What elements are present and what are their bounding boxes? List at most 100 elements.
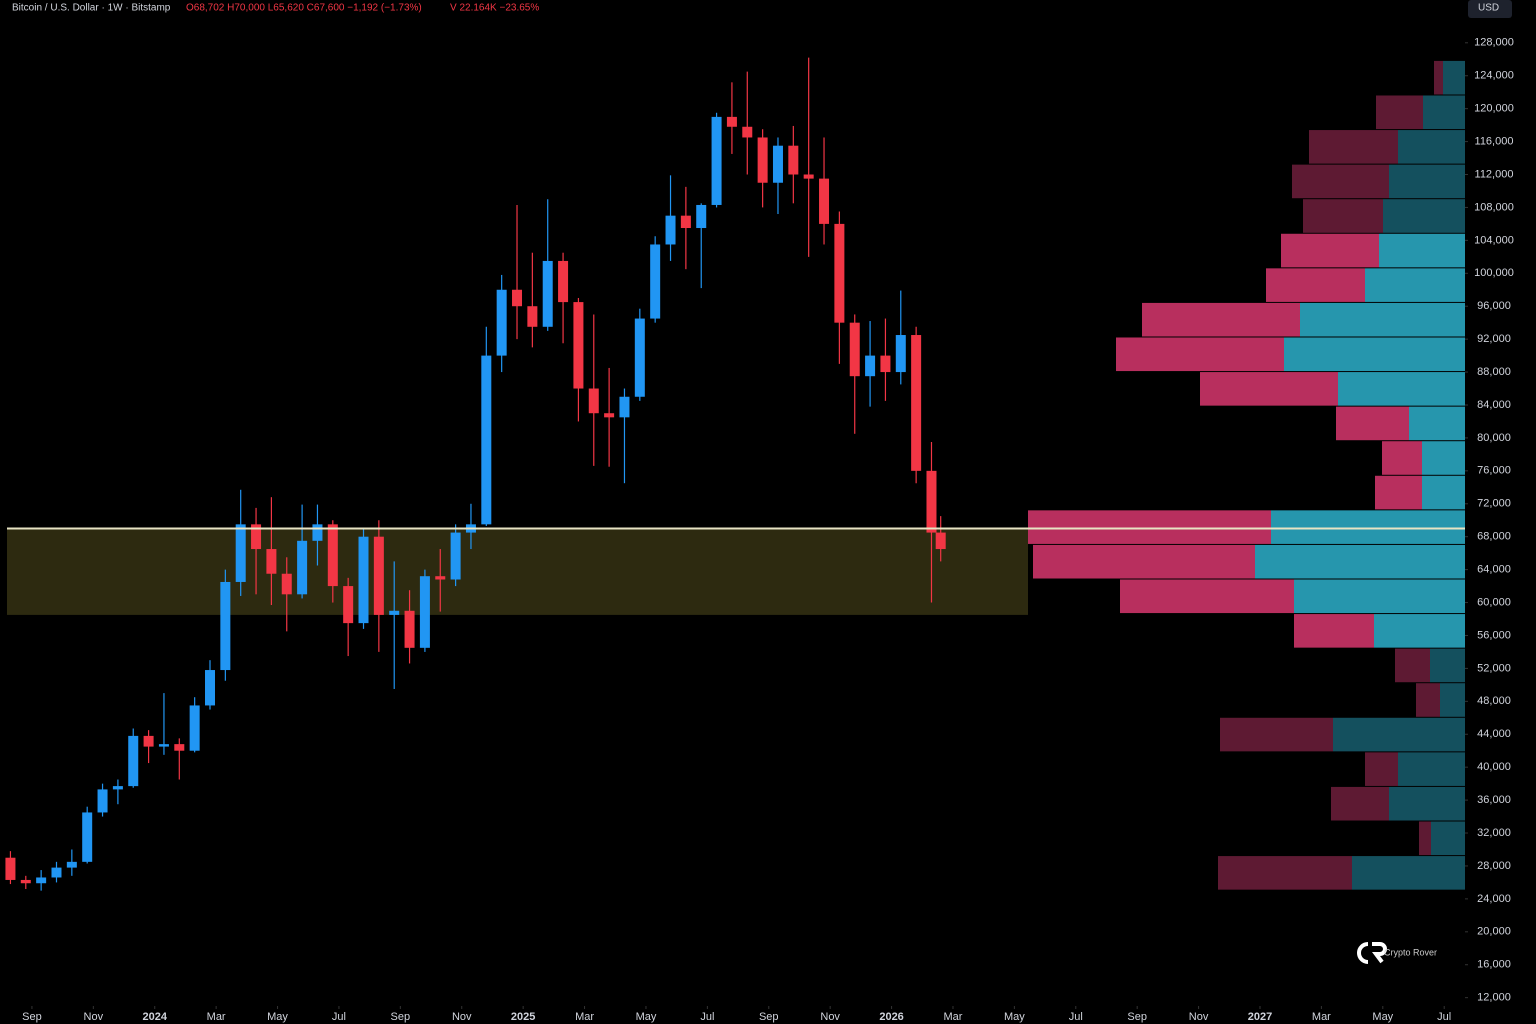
profile-buy-bar	[1398, 130, 1465, 164]
profile-buy-bar	[1255, 544, 1465, 579]
y-tick-label: 72,000	[1477, 498, 1511, 510]
profile-buy-bar	[1379, 233, 1465, 268]
candle-body	[711, 116, 722, 205]
candle-body	[680, 215, 691, 229]
profile-buy-bar	[1352, 856, 1465, 890]
candle-body	[266, 549, 277, 574]
profile-buy-bar	[1422, 441, 1465, 475]
candle-body	[297, 540, 308, 595]
profile-sell-bar	[1419, 821, 1431, 856]
y-tick-label: 80,000	[1477, 432, 1511, 444]
x-tick-label: Nov	[84, 1011, 104, 1023]
candle-body	[542, 260, 553, 327]
x-tick-label: 2025	[511, 1011, 535, 1023]
profile-buy-bar	[1430, 648, 1465, 683]
x-tick-label: Mar	[944, 1011, 963, 1023]
profile-sell-bar	[1266, 268, 1365, 302]
x-tick-label: 2026	[879, 1011, 903, 1023]
volume-label: V 22.164K −23.65%	[450, 3, 539, 14]
y-tick-label: 12,000	[1477, 992, 1511, 1004]
y-tick-label: 88,000	[1477, 366, 1511, 378]
profile-buy-bar	[1423, 95, 1465, 130]
x-tick-label: Jul	[700, 1011, 714, 1023]
candle-body	[527, 306, 538, 327]
candle-body	[251, 524, 262, 550]
candle-body	[66, 861, 77, 868]
candle-body	[128, 735, 139, 787]
candle-body	[650, 244, 661, 319]
profile-sell-bar	[1416, 683, 1440, 717]
profile-sell-bar	[1309, 130, 1398, 164]
profile-sell-bar	[1376, 95, 1423, 130]
volume-profile	[1028, 60, 1465, 890]
profile-sell-bar	[1033, 544, 1255, 579]
candle-body	[496, 289, 507, 356]
x-tick-label: May	[1004, 1011, 1025, 1023]
logo-icon	[1357, 942, 1387, 964]
candle-body	[419, 576, 430, 648]
y-tick-label: 52,000	[1477, 662, 1511, 674]
candle-body	[849, 322, 860, 377]
y-tick-label: 68,000	[1477, 531, 1511, 543]
profile-sell-bar	[1375, 475, 1422, 510]
profile-buy-bar	[1333, 717, 1465, 752]
currency-label[interactable]: USD	[1478, 3, 1499, 14]
candle-body	[327, 524, 338, 587]
candle-body	[143, 735, 154, 747]
support-zone	[7, 528, 1028, 615]
y-tick-label: 40,000	[1477, 761, 1511, 773]
profile-buy-bar	[1365, 268, 1465, 302]
candle-body	[450, 532, 461, 580]
candle-body	[772, 145, 783, 183]
profile-buy-bar	[1284, 337, 1465, 372]
candle-body	[189, 705, 200, 751]
y-tick-label: 128,000	[1474, 37, 1514, 49]
candle-body	[726, 116, 737, 127]
currency-button[interactable]	[1468, 0, 1512, 18]
profile-sell-bar	[1116, 337, 1284, 372]
ohlc-label: O68,702 H70,000 L65,620 C67,600 −1,192 (…	[186, 3, 422, 14]
profile-sell-bar	[1292, 164, 1389, 199]
candle-body	[97, 789, 108, 813]
x-tick-label: Jul	[1437, 1011, 1451, 1023]
y-tick-label: 84,000	[1477, 399, 1511, 411]
profile-sell-bar	[1303, 199, 1383, 233]
profile-sell-bar	[1028, 510, 1271, 544]
y-tick-label: 60,000	[1477, 596, 1511, 608]
candle-body	[373, 536, 384, 615]
x-tick-label: Nov	[1189, 1011, 1209, 1023]
profile-sell-bar	[1142, 302, 1300, 337]
profile-sell-bar	[1294, 614, 1374, 648]
candle-body	[235, 524, 246, 582]
candle-body	[174, 744, 185, 751]
profile-buy-bar	[1300, 302, 1465, 337]
y-tick-label: 28,000	[1477, 860, 1511, 872]
y-tick-label: 100,000	[1474, 267, 1514, 279]
y-tick-label: 20,000	[1477, 926, 1511, 938]
profile-sell-bar	[1395, 648, 1430, 683]
x-tick-label: May	[267, 1011, 288, 1023]
x-tick-label: Jul	[1069, 1011, 1083, 1023]
candle-body	[865, 355, 876, 377]
candle-body	[220, 581, 231, 671]
candle-body	[819, 178, 830, 224]
profile-buy-bar	[1374, 614, 1465, 648]
candle-body	[20, 879, 31, 884]
profile-sell-bar	[1434, 60, 1443, 95]
x-tick-label: 2027	[1248, 1011, 1272, 1023]
x-tick-label: Jul	[332, 1011, 346, 1023]
candle-body	[665, 215, 676, 245]
y-tick-label: 120,000	[1474, 103, 1514, 115]
candle-body	[512, 289, 523, 307]
y-tick-label: 48,000	[1477, 695, 1511, 707]
y-tick-label: 64,000	[1477, 564, 1511, 576]
candle-body	[281, 573, 292, 595]
profile-buy-bar	[1389, 786, 1465, 821]
y-tick-label: 96,000	[1477, 300, 1511, 312]
candle-body	[573, 302, 584, 389]
chart-title: Bitcoin / U.S. Dollar · 1W · Bitstamp	[12, 3, 171, 14]
y-tick-label: 108,000	[1474, 201, 1514, 213]
x-tick-label: Mar	[1312, 1011, 1331, 1023]
profile-buy-bar	[1383, 199, 1465, 233]
